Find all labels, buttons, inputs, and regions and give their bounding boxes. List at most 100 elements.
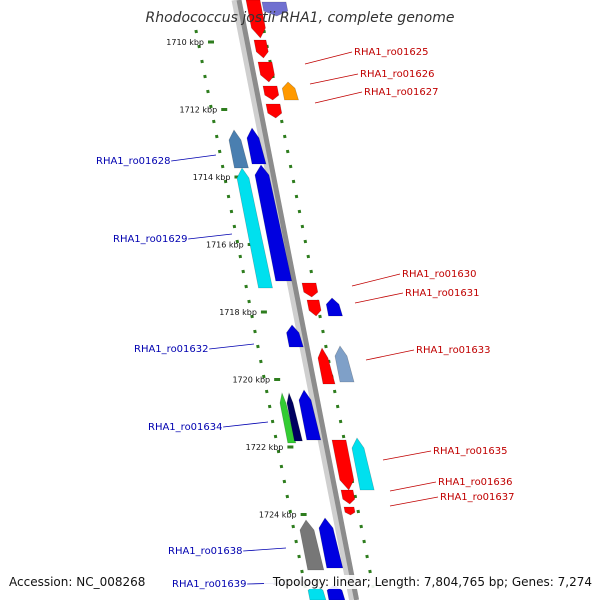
left-boundary-dot xyxy=(253,329,257,334)
right-boundary-dot xyxy=(288,164,293,169)
gene-arrow xyxy=(228,129,249,169)
right-boundary-dot xyxy=(335,404,340,409)
gene-arrow xyxy=(246,127,267,165)
left-boundary-dot xyxy=(250,314,254,319)
leader-line-left xyxy=(243,547,287,552)
left-boundary-dot xyxy=(270,419,275,424)
left-boundary-dot xyxy=(214,134,219,139)
gene-arrow xyxy=(245,0,266,39)
gene-label-right[interactable]: RHA1_ro01626 xyxy=(360,69,435,80)
gene-label-left[interactable]: RHA1_ro01634 xyxy=(148,422,223,433)
right-boundary-dot xyxy=(297,209,302,214)
gene-label-right[interactable]: RHA1_ro01633 xyxy=(416,345,491,356)
right-boundary-dot xyxy=(291,179,296,184)
leader-line-right xyxy=(314,91,363,104)
left-boundary-dot xyxy=(247,299,251,304)
right-boundary-dot xyxy=(294,194,299,199)
gene-arrow xyxy=(286,324,304,348)
scale-label: 1724 kbp xyxy=(259,511,297,520)
gene-label-right[interactable]: RHA1_ro01636 xyxy=(438,477,513,488)
gene-arrow xyxy=(340,489,356,505)
backbone-line xyxy=(236,0,360,600)
left-boundary-dot xyxy=(244,284,248,289)
gene-label-right[interactable]: RHA1_ro01625 xyxy=(354,47,429,58)
right-boundary-dot xyxy=(318,314,322,319)
gene-label-right[interactable]: RHA1_ro01630 xyxy=(402,269,477,280)
right-boundary-dot xyxy=(368,569,372,574)
left-boundary-dot xyxy=(200,59,204,64)
left-boundary-dot xyxy=(238,254,243,259)
right-boundary-dot xyxy=(338,419,343,424)
gene-arrow xyxy=(334,345,355,383)
gene-arrow xyxy=(281,81,299,101)
left-boundary-dot xyxy=(262,374,266,379)
right-boundary-dot xyxy=(309,269,313,274)
right-boundary-dot xyxy=(285,149,290,154)
accession-text: Accession: NC_008268 xyxy=(9,575,146,589)
gene-arrow xyxy=(286,391,303,442)
left-boundary-dot xyxy=(241,269,245,274)
genome-backbone xyxy=(231,0,360,600)
left-boundary-dot xyxy=(267,404,272,409)
gene-arrow xyxy=(279,391,297,444)
gene-label-left[interactable]: RHA1_ro01632 xyxy=(134,344,209,355)
gene-label-left[interactable]: RHA1_ro01628 xyxy=(96,156,171,167)
scale-label: 1718 kbp xyxy=(219,308,257,317)
gene-arrow xyxy=(257,61,275,83)
left-boundary-dot xyxy=(288,509,293,514)
gene-label-left[interactable]: RHA1_ro01638 xyxy=(168,546,243,557)
right-boundary-dot xyxy=(341,434,346,439)
gene-label-right[interactable]: RHA1_ro01637 xyxy=(440,492,515,503)
gene-arrow xyxy=(301,282,319,298)
gene-label-right[interactable]: RHA1_ro01631 xyxy=(405,288,480,299)
left-boundary-dot xyxy=(276,449,281,454)
right-boundary-dot xyxy=(303,239,308,244)
label-leader-lines xyxy=(171,51,439,585)
leader-line-left xyxy=(188,233,233,240)
left-boundary-dot xyxy=(194,29,198,34)
gene-label-left[interactable]: RHA1_ro01629 xyxy=(113,234,188,245)
left-boundary-dot xyxy=(235,239,240,244)
gene-label-right[interactable]: RHA1_ro01635 xyxy=(433,446,508,457)
left-boundary-dot xyxy=(203,74,207,79)
gene-arrow xyxy=(254,164,293,282)
gene-arrow xyxy=(261,1,289,17)
leader-line-right xyxy=(351,273,401,287)
leader-line-right xyxy=(389,496,439,507)
genome-summary-text: Topology: linear; Length: 7,804,765 bp; … xyxy=(264,575,592,589)
gene-arrow xyxy=(298,389,322,441)
right-boundary-dot xyxy=(362,539,366,544)
right-boundary-dot xyxy=(306,254,311,259)
left-boundary-dot xyxy=(220,164,225,169)
gene-arrow xyxy=(262,85,280,101)
gene-label-right[interactable]: RHA1_ro01627 xyxy=(364,87,439,98)
left-boundary-dot xyxy=(197,44,201,49)
left-boundary-dot xyxy=(256,344,260,349)
left-boundary-dot xyxy=(232,224,237,229)
gene-arrow xyxy=(265,103,283,119)
scale-label: 1712 kbp xyxy=(180,106,218,115)
gene-label-left[interactable]: RHA1_ro01639 xyxy=(172,579,247,590)
right-boundary-dot xyxy=(332,389,337,394)
map-title: Rhodococcus jostii RHA1, complete genome xyxy=(145,10,455,26)
gene-arrow xyxy=(253,39,269,59)
leader-line-right xyxy=(309,73,359,85)
left-boundary-dot xyxy=(282,479,287,484)
gene-arrow xyxy=(317,347,336,385)
left-boundary-dot xyxy=(291,524,295,529)
left-boundary-dot xyxy=(212,119,216,124)
left-boundary-dot xyxy=(209,104,213,109)
leader-line-left xyxy=(171,154,217,162)
gene-arrow xyxy=(306,299,322,317)
right-boundary-dot xyxy=(300,224,305,229)
gene-arrow xyxy=(351,437,375,491)
left-boundary-dot xyxy=(264,389,269,394)
gene-features xyxy=(228,0,375,600)
left-boundary-dot xyxy=(273,434,278,439)
left-boundary-dot xyxy=(206,89,210,94)
leader-line-right xyxy=(354,292,404,304)
labels: 1710 kbp 1712 kbp 1714 kbp 1716 kbp 1718 kbp… xyxy=(96,38,515,590)
scale-label: 1714 kbp xyxy=(193,173,231,182)
gene-arrow xyxy=(331,439,355,491)
